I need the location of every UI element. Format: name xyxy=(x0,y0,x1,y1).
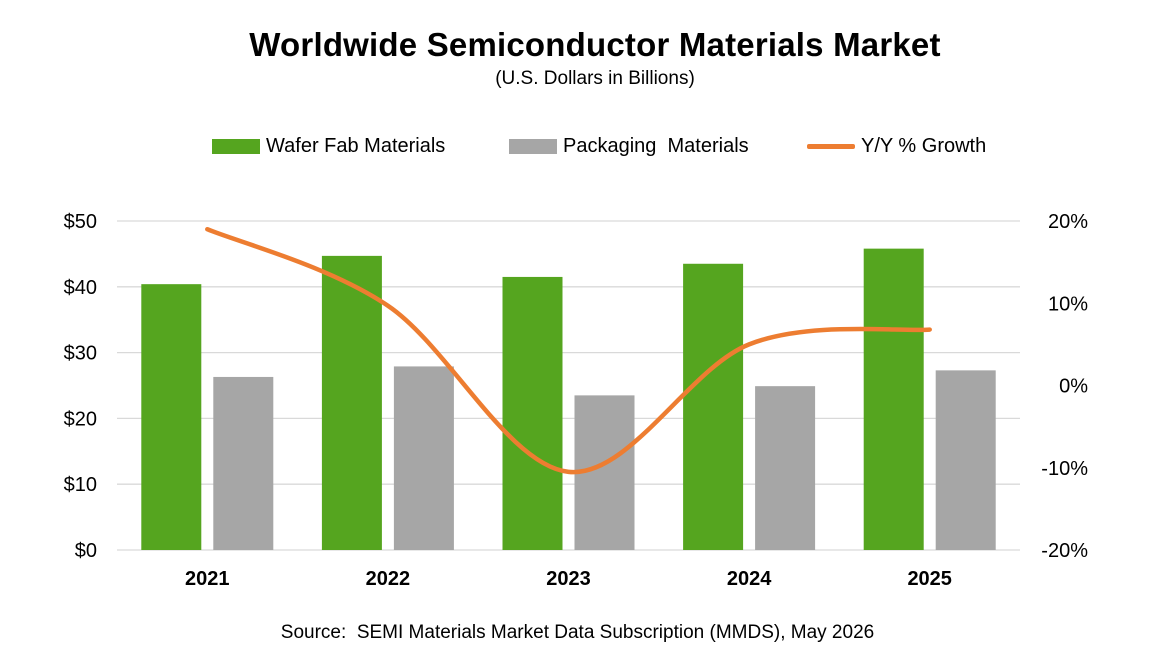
bar-packaging-2024 xyxy=(755,386,816,550)
bar-packaging-2021 xyxy=(213,376,274,550)
legend-label-wafer-fab: Wafer Fab Materials xyxy=(266,135,446,157)
legend-item-growth: Y/Y % Growth xyxy=(807,135,986,158)
growth-line xyxy=(205,226,932,475)
legend-item-wafer-fab: Wafer Fab Materials xyxy=(212,135,445,158)
legend-item-packaging: Packaging Materials xyxy=(509,135,749,158)
bar-wafer-fab-2023 xyxy=(502,276,563,550)
bars xyxy=(141,248,996,551)
y-tick-label: $30 xyxy=(64,343,97,365)
y2-tick-label: 10% xyxy=(1048,293,1088,315)
y-tick-label: $40 xyxy=(64,277,97,299)
x-tick-label: 2025 xyxy=(907,568,952,590)
source-note: Source: SEMI Materials Market Data Subsc… xyxy=(280,622,875,643)
x-tick-label: 2021 xyxy=(185,568,230,590)
y2-tick-label: 20% xyxy=(1048,211,1088,233)
bar-wafer-fab-2022 xyxy=(321,255,382,550)
y-tick-label: $50 xyxy=(64,211,97,233)
y-tick-label: $20 xyxy=(64,408,97,430)
y2-tick-label: -10% xyxy=(1041,458,1088,480)
bar-wafer-fab-2021 xyxy=(141,284,202,550)
chart-subtitle: (U.S. Dollars in Billions) xyxy=(495,68,695,89)
tick-labels: $0 $10 $20 $30 $40 $50 -20% -10% 0% 10% 20% 2021 202… xyxy=(64,211,1089,590)
legend-swatch-packaging xyxy=(509,139,557,154)
bar-packaging-2022 xyxy=(393,366,454,550)
legend-swatch-growth xyxy=(807,144,855,149)
legend-label-packaging: Packaging Materials xyxy=(563,135,749,157)
x-tick-label: 2023 xyxy=(546,568,591,590)
bar-wafer-fab-2024 xyxy=(683,263,744,550)
legend-swatch-wafer-fab xyxy=(212,139,260,154)
chart-title: Worldwide Semiconductor Materials Market xyxy=(249,26,941,63)
bar-wafer-fab-2025 xyxy=(863,248,924,551)
growth-line-layer xyxy=(205,226,932,475)
y-tick-label: $0 xyxy=(75,540,97,562)
bar-packaging-2025 xyxy=(935,370,996,550)
y2-tick-label: -20% xyxy=(1041,540,1088,562)
x-tick-label: 2022 xyxy=(366,568,411,590)
y-tick-label: $10 xyxy=(64,474,97,496)
legend-label-growth: Y/Y % Growth xyxy=(861,135,987,157)
x-tick-label: 2024 xyxy=(727,568,772,590)
y2-tick-label: 0% xyxy=(1059,376,1088,398)
chart-legend: Wafer Fab Materials Packaging Materials … xyxy=(0,135,1155,161)
